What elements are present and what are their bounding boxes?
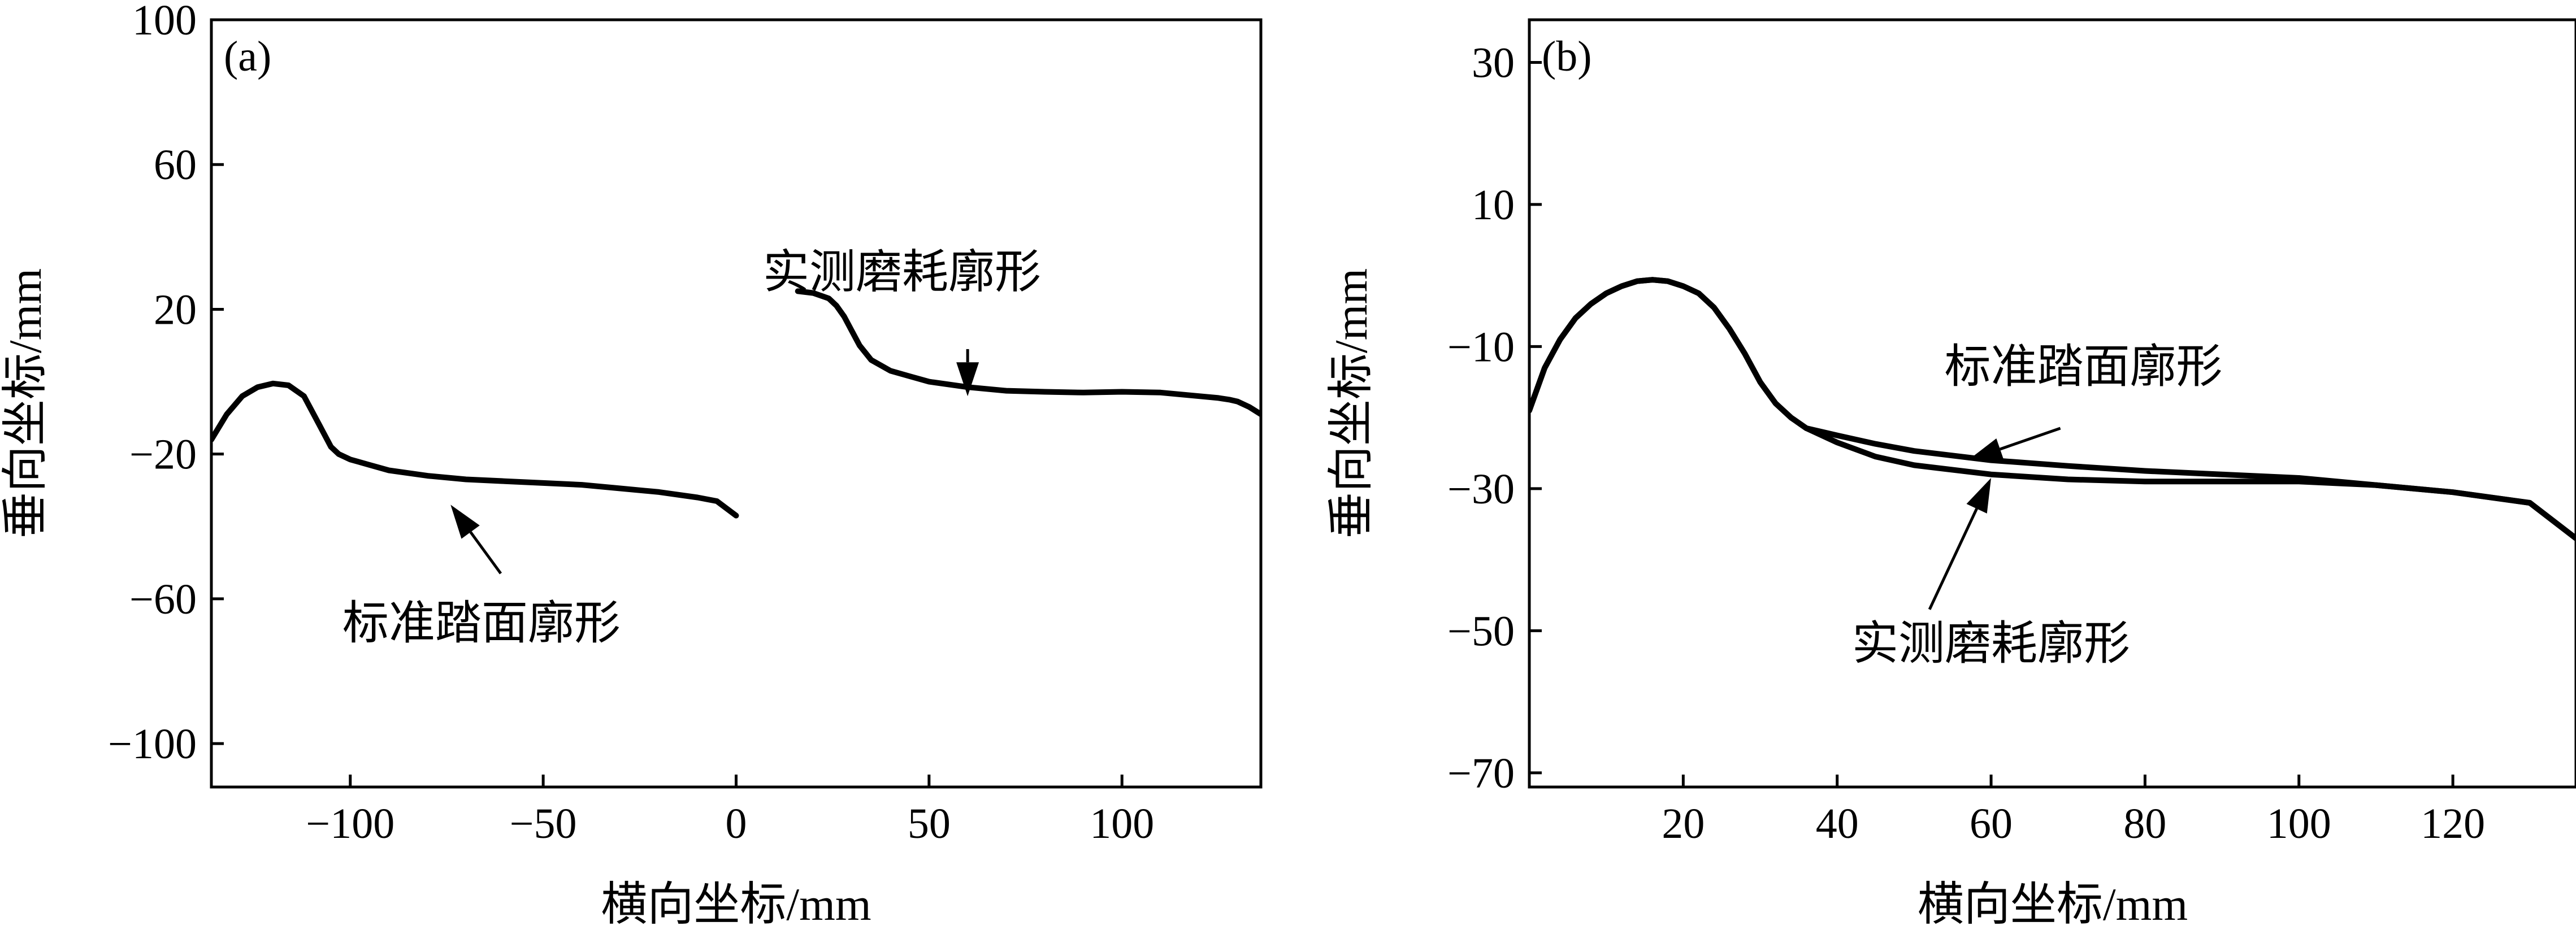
x-tick-label: 50 [908, 800, 951, 847]
series-group [211, 288, 1261, 519]
series-group [1529, 277, 2576, 541]
y-tick-label: −20 [129, 431, 197, 479]
y-tick-label: 30 [1472, 39, 1515, 86]
y-tick-label: 100 [132, 0, 197, 44]
x-tick-label: −100 [306, 800, 394, 847]
series-line-1 [1529, 277, 2576, 541]
x-tick-label: 120 [2421, 800, 2485, 847]
y-tick-label: −60 [129, 576, 197, 623]
x-tick-label: −50 [510, 800, 577, 847]
x-tick-label: 20 [1662, 800, 1705, 847]
y-tick-label: 20 [154, 286, 197, 333]
panel-label: (b) [1542, 33, 1592, 80]
plot-frame [210, 18, 1263, 789]
annotation-arrow-line [469, 531, 502, 575]
x-tick-label: 0 [726, 800, 747, 847]
x-tick-label: 60 [1970, 800, 2013, 847]
panel-label: (a) [224, 33, 271, 80]
annotation-arrow-head [956, 362, 979, 397]
panel-b: 20 40 60 80 100 120 −70 −50 −30 −10 10 30 横向坐标/mm 垂向坐… [1325, 18, 2576, 926]
annotation-label: 标准踏面廓形 [342, 597, 621, 649]
y-axis-title: 垂向坐标/mm [0, 268, 51, 538]
annotation-arrow-head [1966, 478, 1992, 514]
series-line-0 [1529, 277, 2576, 541]
x-axis-title: 横向坐标/mm [1918, 879, 2188, 926]
x-axis-title: 横向坐标/mm [601, 879, 871, 926]
x-tick-label: 100 [1090, 800, 1154, 847]
y-tick-label: 10 [1472, 181, 1515, 229]
y-tick-label: −50 [1447, 607, 1515, 655]
annotation-label: 标准踏面廓形 [1944, 341, 2222, 392]
panel-a: −100 −50 0 50 100 −100 −60 −20 20 60 100 横向坐标/mm 垂向坐… [0, 0, 1263, 926]
annotation-arrow-head [450, 505, 480, 539]
series-line-0 [211, 380, 739, 519]
annotation-arrow-head [1968, 438, 2004, 460]
y-tick-label: −70 [1447, 750, 1515, 797]
y-axis-title: 垂向坐标/mm [1325, 268, 1377, 538]
annotation-arrow-line [1928, 508, 1978, 610]
y-tick-label: −100 [108, 720, 197, 768]
y-tick-label: 60 [154, 141, 197, 189]
annotation-label: 实测磨耗廓形 [1852, 618, 2130, 669]
annotation-label: 实测磨耗廓形 [763, 246, 1041, 298]
plot-frame [1528, 18, 2576, 789]
y-tick-label: −10 [1447, 323, 1515, 371]
x-tick-label: 80 [2123, 800, 2166, 847]
x-tick-label: 100 [2267, 800, 2331, 847]
annotation-arrow-line [2000, 427, 2061, 451]
series-line-1 [795, 288, 1261, 418]
x-tick-label: 40 [1816, 800, 1859, 847]
y-tick-label: −30 [1447, 466, 1515, 513]
